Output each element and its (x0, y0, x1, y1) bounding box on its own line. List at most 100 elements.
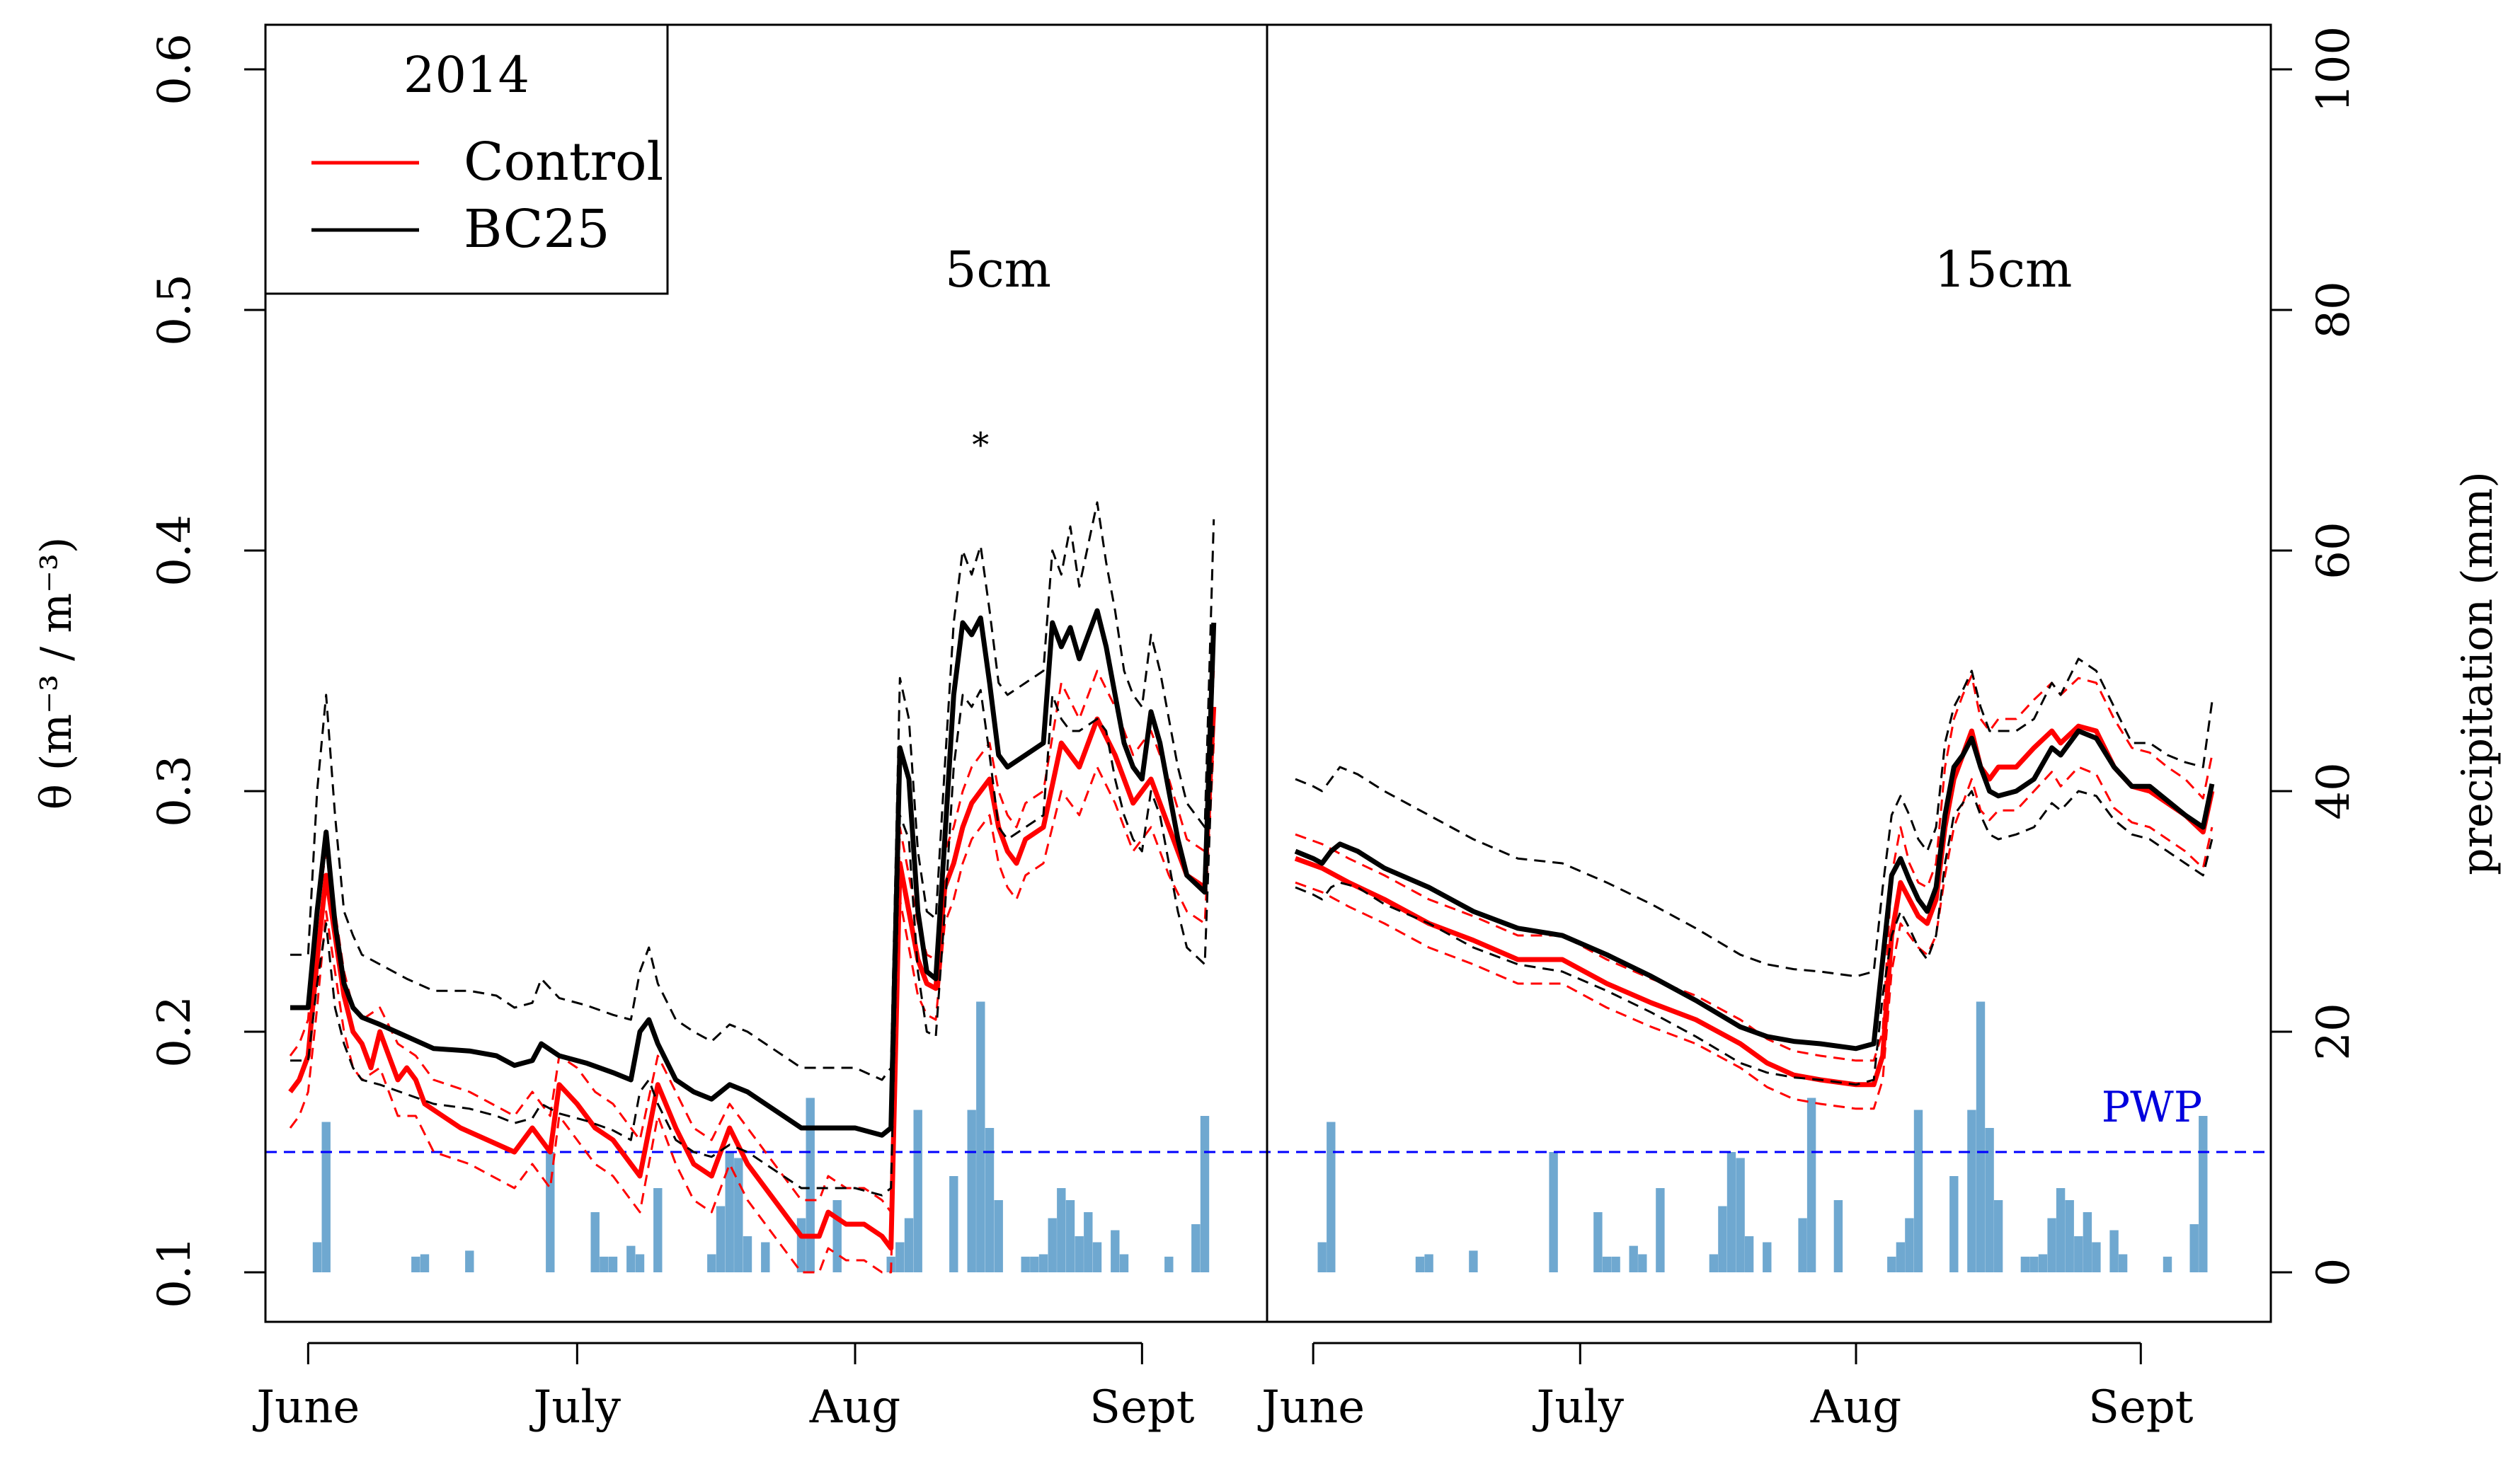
precip-bar-15cm (1896, 1242, 1906, 1272)
precip-bar-5cm (321, 1122, 331, 1272)
axes: 0.1 0.2 0.3 0.4 0.5 0.6 0 20 40 60 80 100 θ (m⁻³ / m… (32, 26, 2502, 1434)
precip-bar-15cm (1949, 1176, 1959, 1272)
series-control-ci-upper-5cm (289, 669, 1215, 1214)
series-bc25-ci-upper-15cm (1295, 657, 2213, 978)
panel-label-5cm: 5cm (945, 241, 1051, 299)
precip-bar-5cm (420, 1254, 430, 1272)
y-right-axis-title: precipitation (mm) (2453, 471, 2502, 875)
precip-bar-15cm (2056, 1188, 2066, 1272)
series-bc25-mean-15cm (1294, 728, 2215, 1052)
precip-bar-15cm (1469, 1250, 1478, 1272)
precip-bar-5cm (949, 1176, 958, 1272)
precip-bar-15cm (2118, 1254, 2128, 1272)
precip-bar-15cm (2199, 1116, 2208, 1272)
precip-bar-15cm (1806, 1098, 1816, 1272)
precip-bar-5cm (913, 1110, 922, 1272)
annotations: 5cm 15cm PWP * (945, 241, 2202, 1132)
precip-bar-15cm (1976, 1001, 1986, 1272)
precip-bar-5cm (1048, 1218, 1057, 1272)
precip-bar-15cm (1317, 1242, 1327, 1272)
precip-bar-15cm (2074, 1236, 2083, 1272)
precip-bar-15cm (1709, 1254, 1719, 1272)
legend-box (264, 23, 669, 295)
precip-bar-5cm (608, 1256, 618, 1272)
y-right-tick-label: 100 (2308, 26, 2360, 113)
precip-bar-5cm (994, 1200, 1003, 1272)
precip-bar-5cm (976, 1001, 985, 1272)
precip-bar-5cm (1084, 1212, 1093, 1272)
precip-bar-15cm (1602, 1256, 1612, 1272)
precip-bar-5cm (626, 1245, 636, 1272)
precip-bar-5cm (1191, 1224, 1201, 1272)
series-bc25-ci-lower-15cm (1295, 790, 2213, 1086)
precip-bar-5cm (1057, 1188, 1066, 1272)
series-control-mean-15cm (1294, 723, 2215, 1088)
precip-bar-5cm (312, 1242, 322, 1272)
precip-bar-5cm (411, 1256, 420, 1272)
precip-bar-5cm (806, 1098, 815, 1272)
precip-bar-15cm (2020, 1256, 2030, 1272)
plot-frame (264, 23, 2272, 1323)
x-tick-label: June (1257, 1381, 1365, 1434)
y-right-tick-label: 60 (2308, 522, 2360, 579)
series-control-mean-5cm (288, 706, 1217, 1251)
precip-bar-5cm (1119, 1254, 1129, 1272)
y-right-tick-label: 80 (2308, 281, 2360, 338)
legend-label-bc25: BC25 (464, 199, 610, 260)
panel-label-15cm: 15cm (1935, 241, 2073, 299)
precip-bar-5cm (761, 1242, 770, 1272)
precip-bar-5cm (653, 1188, 663, 1272)
precip-bar-5cm (1065, 1200, 1075, 1272)
precip-bar-15cm (1415, 1256, 1425, 1272)
significance-marker: * (972, 425, 989, 465)
precip-bar-5cm (546, 1152, 555, 1272)
x-tick-label: July (1533, 1381, 1625, 1434)
precip-bar-5cm (1111, 1230, 1120, 1272)
precip-bar-5cm (590, 1212, 600, 1272)
y-left-tick-label: 0.2 (149, 996, 201, 1068)
precip-bar-5cm (967, 1110, 976, 1272)
x-tick-label: Aug (809, 1381, 900, 1434)
precip-bar-5cm (1021, 1256, 1030, 1272)
series-bc25-ci-upper-5cm (290, 501, 1215, 1081)
series-bc25-ci-lower-5cm (290, 689, 1215, 1197)
y-left-tick-label: 0.3 (149, 755, 201, 827)
precip-bar-15cm (1656, 1188, 1665, 1272)
x-tick-label: Sept (1089, 1381, 1195, 1434)
precip-bar-15cm (1905, 1218, 1914, 1272)
precip-bar-5cm (985, 1128, 995, 1272)
precip-bar-15cm (1549, 1152, 1558, 1272)
precip-bar-5cm (743, 1236, 752, 1272)
precip-bar-15cm (1424, 1254, 1433, 1272)
precip-bar-15cm (2038, 1254, 2048, 1272)
precip-bar-5cm (796, 1218, 806, 1272)
y-right-tick-label: 0 (2308, 1258, 2360, 1287)
precip-bar-5cm (1164, 1256, 1174, 1272)
precip-bar-15cm (1327, 1122, 1336, 1272)
precip-bar-15cm (1726, 1152, 1736, 1272)
precip-bar-15cm (1763, 1242, 1772, 1272)
precip-bar-15cm (1638, 1254, 1647, 1272)
precip-bar-15cm (2065, 1200, 2074, 1272)
precip-bar-5cm (635, 1254, 645, 1272)
precip-bar-15cm (2083, 1212, 2092, 1272)
x-tick-label: Sept (2088, 1381, 2194, 1434)
precip-bar-15cm (1611, 1256, 1620, 1272)
precipitation-bars (312, 1001, 2208, 1272)
precip-bar-15cm (1736, 1158, 1745, 1272)
precip-bar-15cm (1967, 1110, 1976, 1272)
y-right-tick-label: 40 (2308, 762, 2360, 819)
precip-bar-5cm (725, 1152, 734, 1272)
precip-bar-5cm (1075, 1236, 1084, 1272)
pwp-label: PWP (2102, 1083, 2202, 1132)
precip-bar-15cm (2047, 1218, 2056, 1272)
y-left-tick-label: 0.4 (149, 514, 201, 587)
precip-bar-15cm (1593, 1212, 1603, 1272)
precip-bar-15cm (2092, 1242, 2101, 1272)
precip-bar-5cm (1200, 1116, 1210, 1272)
legend-title: 2014 (403, 46, 529, 104)
precip-bar-15cm (1629, 1245, 1638, 1272)
precip-bar-15cm (1718, 1206, 1727, 1272)
